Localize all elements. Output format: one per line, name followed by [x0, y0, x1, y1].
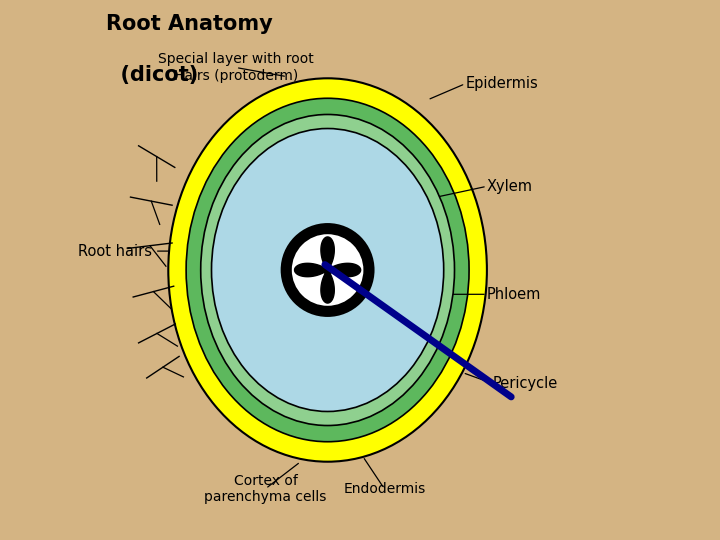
- Ellipse shape: [186, 98, 469, 442]
- Text: Special layer with root
Hairs (protoderm): Special layer with root Hairs (protoderm…: [158, 52, 314, 83]
- Circle shape: [323, 266, 332, 274]
- Ellipse shape: [201, 114, 454, 426]
- Text: (dicot): (dicot): [107, 65, 199, 85]
- Text: Pericycle: Pericycle: [492, 376, 557, 391]
- Text: Root hairs: Root hairs: [78, 244, 152, 259]
- Text: Root Anatomy: Root Anatomy: [107, 14, 273, 33]
- Polygon shape: [327, 270, 328, 302]
- Text: Endodermis: Endodermis: [343, 482, 426, 496]
- Text: Cortex of
parenchyma cells: Cortex of parenchyma cells: [204, 474, 327, 504]
- Circle shape: [282, 224, 374, 316]
- Polygon shape: [328, 269, 360, 271]
- Text: Epidermis: Epidermis: [465, 76, 538, 91]
- Circle shape: [292, 234, 364, 306]
- Text: Xylem: Xylem: [487, 179, 533, 194]
- Polygon shape: [294, 237, 361, 303]
- Polygon shape: [327, 238, 328, 270]
- Polygon shape: [295, 269, 328, 271]
- Ellipse shape: [168, 78, 487, 462]
- Ellipse shape: [212, 129, 444, 411]
- Text: Phloem: Phloem: [487, 287, 541, 302]
